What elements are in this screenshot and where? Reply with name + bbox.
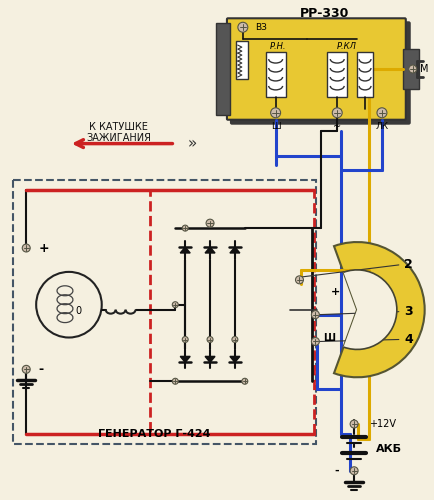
Circle shape [22, 366, 30, 374]
Circle shape [376, 108, 386, 118]
Bar [216, 24, 230, 115]
Text: +12V: +12V [368, 419, 395, 429]
Circle shape [22, 244, 30, 252]
FancyBboxPatch shape [230, 22, 410, 125]
Text: РР-330: РР-330 [299, 7, 348, 20]
Circle shape [349, 420, 357, 428]
Text: ВЗ: ВЗ [254, 22, 266, 32]
Circle shape [182, 225, 188, 231]
Wedge shape [343, 270, 396, 349]
Text: 4: 4 [404, 333, 412, 346]
Polygon shape [204, 247, 214, 253]
Text: ~: ~ [332, 122, 341, 132]
Text: Р.КЛ: Р.КЛ [336, 42, 356, 50]
Circle shape [206, 219, 214, 227]
Text: Ш: Ш [322, 332, 335, 342]
Text: 3: 3 [404, 305, 412, 318]
Circle shape [349, 467, 357, 474]
Circle shape [295, 276, 303, 284]
Wedge shape [333, 242, 424, 378]
Bar [150, 190, 314, 434]
Bar [265, 52, 285, 97]
Text: 2: 2 [404, 258, 412, 272]
Text: Ш: Ш [270, 122, 280, 131]
Circle shape [237, 22, 247, 32]
Circle shape [241, 378, 247, 384]
Text: »: » [187, 136, 196, 151]
Polygon shape [204, 356, 214, 362]
Bar [13, 180, 316, 444]
Text: М: М [419, 64, 427, 74]
Circle shape [311, 310, 319, 318]
Bar [356, 52, 372, 97]
Text: ЛК: ЛК [375, 122, 388, 131]
Text: Р.Н.: Р.Н. [269, 42, 285, 50]
Text: ГЕНЕРАТОР Г-424: ГЕНЕРАТОР Г-424 [98, 429, 210, 439]
Circle shape [207, 336, 213, 342]
Text: АКБ: АКБ [375, 444, 401, 454]
Circle shape [408, 65, 416, 73]
Circle shape [231, 336, 237, 342]
Text: +: + [330, 287, 339, 297]
Polygon shape [230, 356, 239, 362]
Polygon shape [180, 247, 190, 253]
Circle shape [182, 336, 188, 342]
Text: К КАТУШКЕ
ЗАЖИГАНИЯ: К КАТУШКЕ ЗАЖИГАНИЯ [86, 122, 151, 144]
Circle shape [311, 338, 319, 345]
Polygon shape [230, 247, 239, 253]
Text: -: - [38, 363, 43, 376]
FancyBboxPatch shape [227, 18, 405, 119]
Circle shape [172, 378, 178, 384]
Circle shape [172, 302, 178, 308]
Text: -: - [333, 466, 338, 476]
Circle shape [270, 108, 280, 118]
Bar [235, 41, 247, 79]
Circle shape [332, 108, 342, 118]
Polygon shape [180, 356, 190, 362]
Bar [326, 52, 346, 97]
Text: +: + [38, 242, 49, 254]
Text: 0: 0 [76, 306, 82, 316]
Bar [402, 49, 418, 89]
